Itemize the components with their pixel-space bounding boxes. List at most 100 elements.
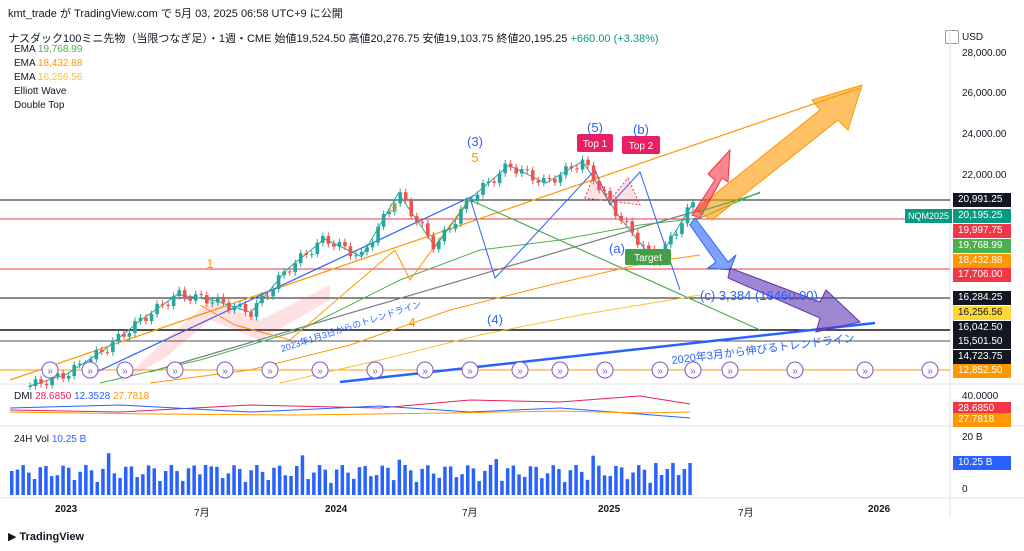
candle[interactable] (122, 333, 126, 337)
candle[interactable] (420, 221, 425, 224)
event-marker-icon[interactable] (166, 361, 184, 379)
candle[interactable] (66, 375, 71, 379)
volume-bar[interactable] (78, 471, 82, 495)
volume-bar[interactable] (454, 477, 459, 495)
target-badge[interactable] (625, 249, 671, 265)
candle[interactable] (564, 166, 568, 176)
candle[interactable] (326, 236, 331, 244)
candle[interactable] (243, 303, 248, 313)
projection-small-up-arrow[interactable] (691, 148, 731, 219)
volume-bar[interactable] (27, 472, 31, 495)
candle[interactable] (376, 226, 380, 243)
candle[interactable] (398, 192, 402, 204)
candle[interactable] (674, 234, 679, 236)
event-marker-icon[interactable] (116, 361, 134, 379)
volume-bar[interactable] (38, 467, 43, 495)
candle[interactable] (547, 178, 552, 180)
event-marker-icon[interactable] (511, 361, 529, 379)
volume-bar[interactable] (625, 479, 630, 495)
volume-bar[interactable] (443, 466, 447, 495)
volume-bar[interactable] (568, 470, 573, 495)
volume-bar[interactable] (55, 475, 60, 495)
event-marker-icon[interactable] (216, 361, 234, 379)
volume-bar[interactable] (266, 479, 271, 495)
volume-bar[interactable] (135, 477, 139, 495)
candle[interactable] (199, 294, 204, 296)
adx-line[interactable] (9, 410, 691, 416)
wave-c-line[interactable] (469, 199, 761, 331)
elliott-blue-path[interactable] (469, 169, 681, 291)
candle[interactable] (536, 180, 541, 183)
volume-bar[interactable] (688, 463, 692, 495)
candle[interactable] (116, 333, 121, 341)
volume-bar[interactable] (448, 466, 453, 495)
volume-bar[interactable] (15, 469, 20, 495)
volume-bar[interactable] (209, 466, 214, 495)
candle[interactable] (591, 165, 596, 181)
candle[interactable] (519, 169, 524, 174)
volume-bar[interactable] (306, 479, 310, 495)
candle[interactable] (359, 251, 364, 256)
candle[interactable] (680, 223, 684, 235)
event-marker-icon[interactable] (856, 361, 874, 379)
candle[interactable] (597, 180, 601, 191)
volume-bar[interactable] (505, 468, 510, 495)
volume-bar[interactable] (659, 475, 664, 495)
volume-bar[interactable] (614, 465, 618, 495)
volume-bar[interactable] (528, 466, 533, 495)
event-marker-icon[interactable] (786, 361, 804, 379)
volume-bar[interactable] (597, 465, 601, 495)
candle[interactable] (409, 200, 414, 217)
volume-bar[interactable] (545, 473, 550, 495)
volume-bar[interactable] (631, 472, 635, 495)
volume-bar[interactable] (260, 471, 265, 495)
volume-bar[interactable] (602, 475, 607, 495)
upper-channel-line[interactable] (9, 87, 861, 381)
candle[interactable] (492, 181, 496, 183)
volume-bar[interactable] (682, 469, 687, 495)
candle[interactable] (403, 192, 408, 201)
volume-bar[interactable] (386, 467, 390, 495)
event-marker-icon[interactable] (416, 361, 434, 379)
candle[interactable] (641, 244, 646, 246)
candle[interactable] (321, 236, 325, 243)
volume-bar[interactable] (340, 465, 345, 495)
candle[interactable] (28, 386, 32, 387)
candle[interactable] (448, 228, 452, 230)
volume-bar[interactable] (380, 465, 385, 495)
candle[interactable] (249, 312, 253, 317)
candle[interactable] (497, 173, 502, 183)
event-marker-icon[interactable] (651, 361, 669, 379)
event-marker-icon[interactable] (366, 361, 384, 379)
candle[interactable] (55, 373, 60, 377)
volume-bar[interactable] (517, 474, 521, 495)
volume-bar[interactable] (249, 470, 253, 495)
volume-bar[interactable] (580, 471, 584, 495)
candle[interactable] (271, 288, 275, 297)
volume-bar[interactable] (317, 465, 322, 495)
volume-legend[interactable]: 24H Vol 10.25 B (14, 434, 87, 445)
candle[interactable] (315, 242, 320, 255)
candle[interactable] (72, 365, 76, 376)
candle[interactable] (188, 298, 193, 301)
candle[interactable] (155, 303, 159, 315)
candle[interactable] (354, 255, 358, 257)
candle[interactable] (370, 242, 375, 248)
candle[interactable] (437, 241, 441, 250)
candle[interactable] (50, 376, 54, 386)
candle[interactable] (44, 383, 49, 386)
event-marker-icon[interactable] (81, 361, 99, 379)
elliott-orange-path[interactable] (199, 197, 471, 341)
candle[interactable] (586, 159, 590, 166)
volume-bar[interactable] (642, 469, 647, 495)
volume-bar[interactable] (437, 477, 442, 495)
candle[interactable] (77, 363, 82, 366)
volume-bar[interactable] (312, 472, 316, 495)
event-marker-icon[interactable] (41, 361, 59, 379)
event-marker-icon[interactable] (721, 361, 739, 379)
candle[interactable] (337, 241, 342, 247)
volume-bar[interactable] (295, 465, 299, 495)
candle[interactable] (232, 306, 237, 311)
volume-bar[interactable] (471, 468, 476, 495)
candle[interactable] (33, 379, 38, 386)
